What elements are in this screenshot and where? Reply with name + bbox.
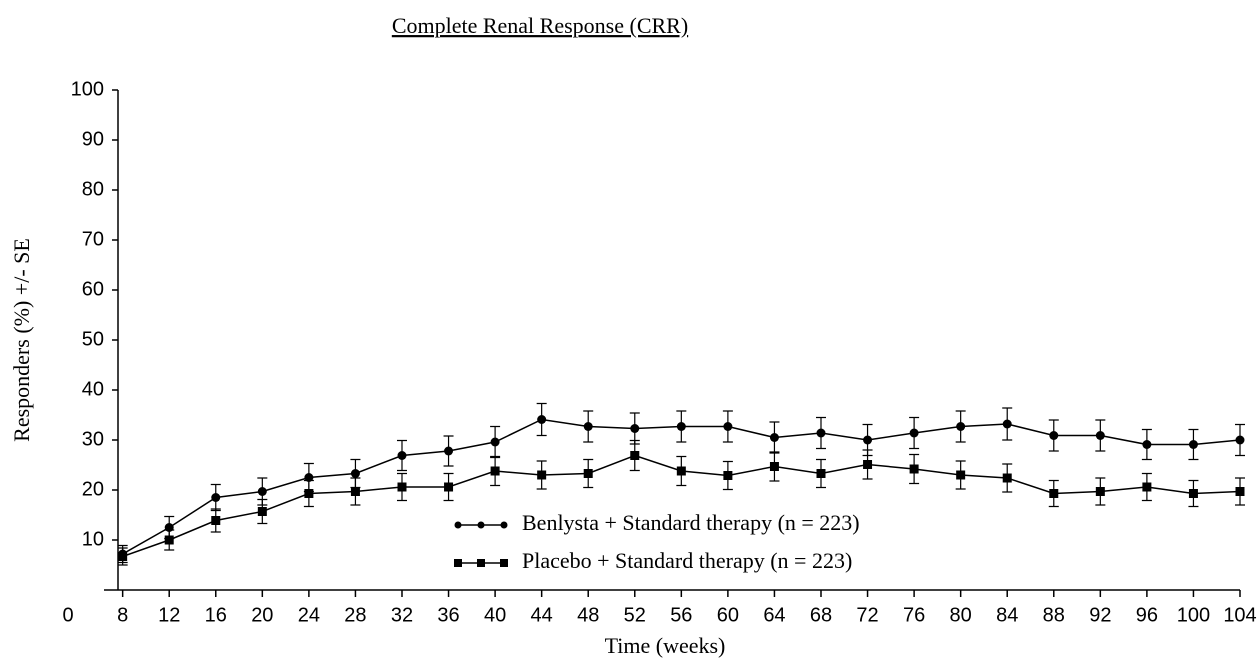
y-tick-label: 60 xyxy=(82,278,104,300)
y-tick-label: 70 xyxy=(82,228,104,250)
y-tick-label: 10 xyxy=(82,528,104,550)
marker xyxy=(816,428,826,438)
x-tick-label: 28 xyxy=(344,604,366,626)
y-axis-label: Responders (%) +/- SE xyxy=(9,238,34,442)
x-tick-label: 92 xyxy=(1089,604,1111,626)
legend-marker xyxy=(454,559,462,567)
legend-marker xyxy=(477,521,485,529)
x-tick-label: 76 xyxy=(903,604,925,626)
marker xyxy=(350,487,360,496)
y-tick-label: 0 xyxy=(62,604,73,626)
marker xyxy=(956,422,966,431)
legend-marker xyxy=(500,559,508,567)
marker xyxy=(397,451,407,460)
marker xyxy=(1235,487,1245,496)
y-tick-label: 90 xyxy=(82,128,104,150)
y-tick-label: 50 xyxy=(82,328,104,350)
x-tick-label: 44 xyxy=(531,604,553,626)
marker xyxy=(211,493,221,502)
x-tick-label: 52 xyxy=(624,604,646,626)
marker xyxy=(909,428,919,438)
marker xyxy=(490,466,500,476)
x-tick-label: 36 xyxy=(437,604,459,626)
marker xyxy=(723,422,733,431)
marker xyxy=(257,487,267,496)
legend-marker xyxy=(454,521,462,529)
x-tick-label: 48 xyxy=(577,604,599,626)
marker xyxy=(1095,431,1105,440)
marker xyxy=(676,422,686,431)
marker xyxy=(350,469,360,478)
x-tick-label: 8 xyxy=(117,604,128,626)
marker xyxy=(816,469,826,478)
x-tick-label: 80 xyxy=(950,604,972,626)
marker xyxy=(211,516,221,525)
legend-marker xyxy=(477,559,485,567)
marker xyxy=(397,482,407,492)
marker xyxy=(1142,482,1152,492)
marker xyxy=(676,466,686,476)
marker xyxy=(1049,489,1059,498)
marker xyxy=(769,462,779,471)
y-tick-label: 100 xyxy=(71,78,104,100)
marker xyxy=(583,469,593,478)
marker xyxy=(537,415,547,424)
marker xyxy=(164,535,174,545)
marker xyxy=(769,433,779,442)
marker xyxy=(863,460,873,469)
marker xyxy=(444,446,454,456)
y-tick-label: 40 xyxy=(82,378,104,400)
marker xyxy=(304,473,314,482)
x-tick-label: 104 xyxy=(1223,604,1256,626)
marker xyxy=(1188,489,1198,498)
x-tick-label: 72 xyxy=(856,604,878,626)
marker xyxy=(490,437,500,447)
x-tick-label: 56 xyxy=(670,604,692,626)
legend-label: Placebo + Standard therapy (n = 223) xyxy=(522,548,852,573)
x-tick-label: 100 xyxy=(1177,604,1210,626)
marker xyxy=(630,451,640,460)
x-tick-label: 88 xyxy=(1043,604,1065,626)
x-tick-label: 32 xyxy=(391,604,413,626)
marker xyxy=(1002,419,1012,429)
marker xyxy=(257,507,267,516)
marker xyxy=(863,435,873,445)
legend-label: Benlysta + Standard therapy (n = 223) xyxy=(522,510,860,535)
x-tick-label: 24 xyxy=(298,604,320,626)
x-tick-label: 84 xyxy=(996,604,1018,626)
marker xyxy=(304,489,314,498)
marker xyxy=(909,464,919,474)
marker xyxy=(118,552,128,561)
marker xyxy=(1235,435,1245,445)
marker xyxy=(537,470,547,480)
x-tick-label: 96 xyxy=(1136,604,1158,626)
x-tick-label: 60 xyxy=(717,604,739,626)
x-tick-label: 64 xyxy=(763,604,785,626)
marker xyxy=(956,470,966,480)
x-tick-label: 12 xyxy=(158,604,180,626)
y-tick-label: 30 xyxy=(82,428,104,450)
marker xyxy=(1002,473,1012,483)
x-tick-label: 68 xyxy=(810,604,832,626)
marker xyxy=(583,422,593,431)
x-tick-label: 20 xyxy=(251,604,273,626)
chart-title: Complete Renal Response (CRR) xyxy=(392,13,688,38)
marker xyxy=(723,471,733,480)
marker xyxy=(1142,440,1152,449)
legend-marker xyxy=(500,521,508,529)
y-tick-label: 80 xyxy=(82,178,104,200)
marker xyxy=(444,482,454,492)
marker xyxy=(630,424,640,433)
x-tick-label: 40 xyxy=(484,604,506,626)
y-tick-label: 20 xyxy=(82,478,104,500)
x-tick-label: 16 xyxy=(205,604,227,626)
marker xyxy=(1188,440,1198,449)
x-axis-label: Time (weeks) xyxy=(605,633,726,658)
marker xyxy=(1095,487,1105,496)
marker xyxy=(1049,431,1059,440)
